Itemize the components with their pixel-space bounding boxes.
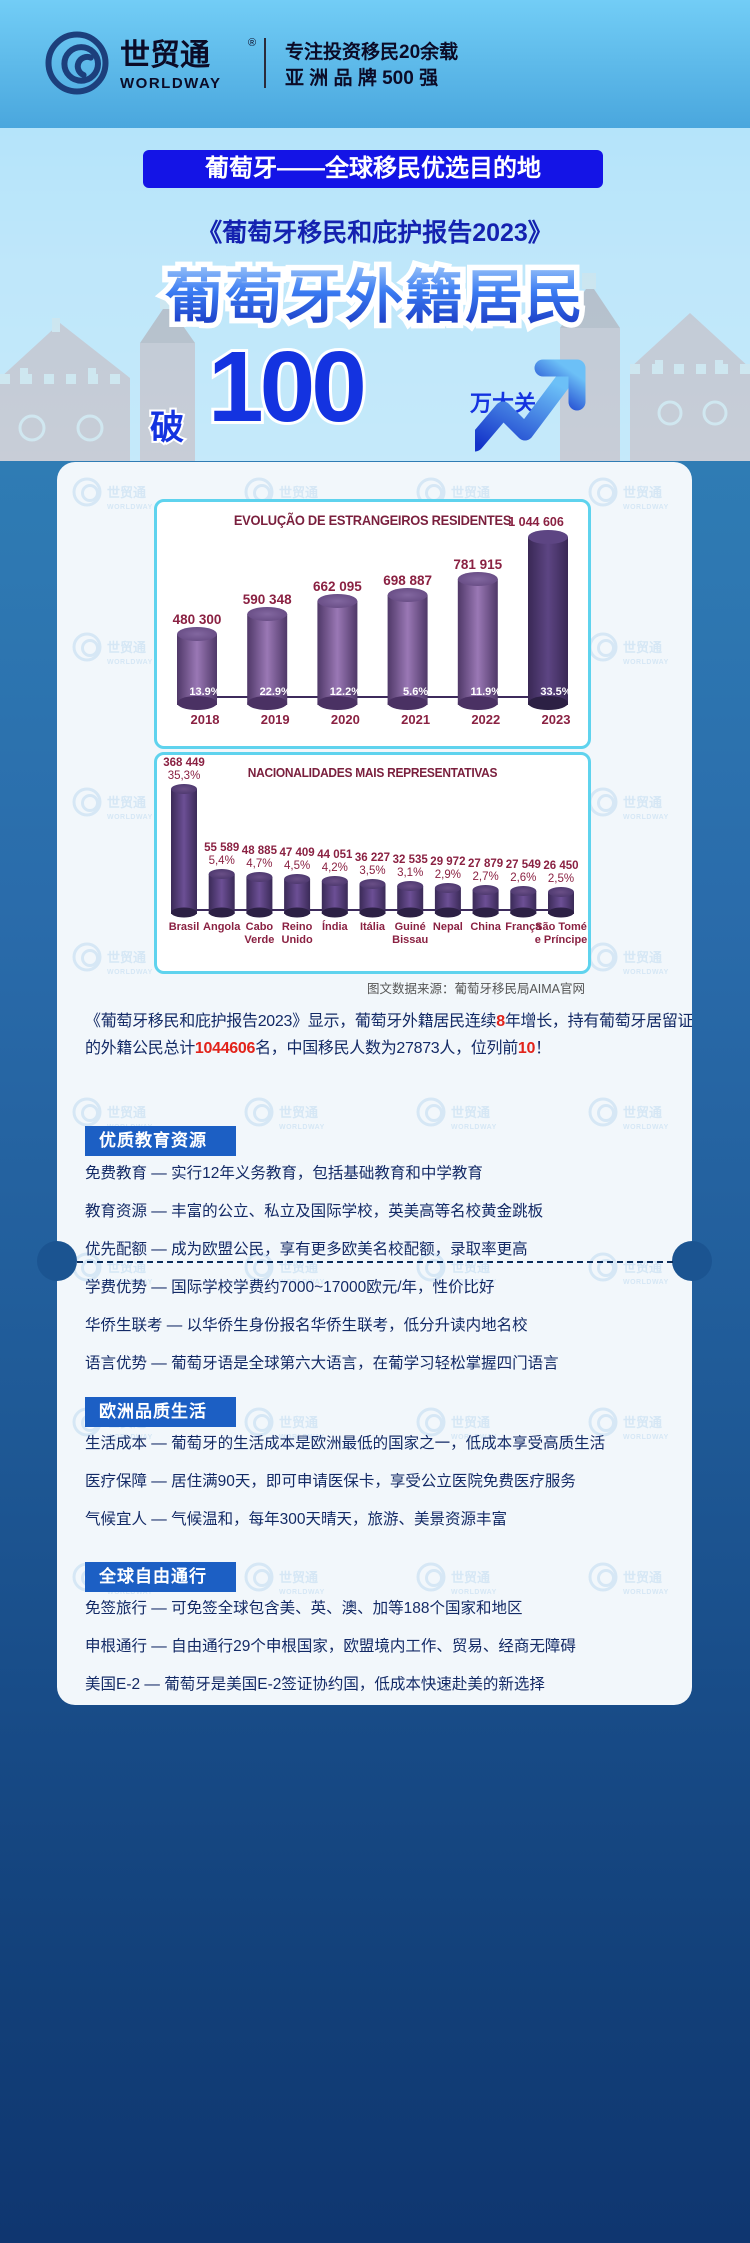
svg-text:世贸通: 世贸通 bbox=[120, 39, 210, 72]
svg-text:®: ® bbox=[248, 37, 256, 49]
svg-text:WORLDWAY: WORLDWAY bbox=[120, 75, 221, 92]
